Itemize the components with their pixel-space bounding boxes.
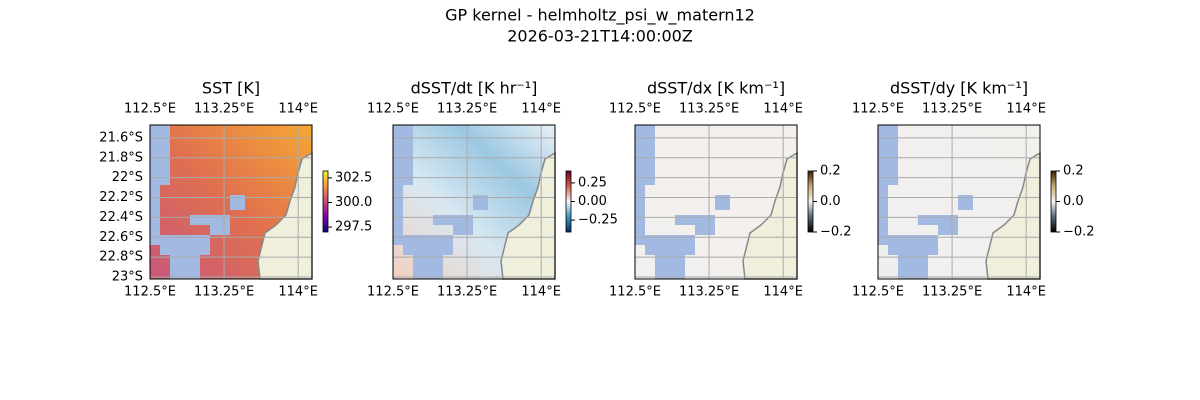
panel-title: dSST/dt [K hr⁻¹] [411,79,538,98]
missing-data [898,255,928,279]
missing-data [918,215,958,225]
missing-data [635,125,655,185]
x-tick-label: 113.25°E [437,102,497,117]
missing-data [635,185,645,245]
missing-data [958,195,973,210]
missing-data [413,255,443,279]
x-tick-label: 114°E [763,285,803,300]
y-tick-label: 22.2°S [99,190,143,205]
missing-data [675,215,715,225]
colorbar [807,170,814,233]
colorbar-tick-label: 0.00 [578,194,607,209]
x-tick-label: 112.5°E [852,102,904,117]
x-tick-label: 112.5°E [367,285,419,300]
colorbar-tick-label: 0.0 [820,194,841,209]
missing-data [655,255,685,279]
x-tick-label: 112.5°E [124,285,176,300]
missing-data [453,225,473,235]
missing-data [888,235,938,255]
x-tick-label: 114°E [1006,102,1046,117]
map-frame [877,124,1041,280]
figure-title: GP kernel - helmholtz_psi_w_matern12 [445,6,755,26]
missing-data [473,195,488,210]
x-tick-label: 112.5°E [852,285,904,300]
missing-data [150,185,160,245]
map-frame [634,124,798,280]
panel-title: dSST/dx [K km⁻¹] [647,79,785,98]
x-tick-label: 114°E [521,102,561,117]
missing-data [433,215,473,225]
x-tick-label: 113.25°E [194,285,254,300]
y-tick-label: 23°S [112,270,143,285]
missing-data [645,235,695,255]
missing-data [160,235,210,255]
x-tick-label: 114°E [278,285,318,300]
x-tick-label: 112.5°E [124,102,176,117]
x-tick-label: 112.5°E [609,102,661,117]
missing-data [230,195,245,210]
x-tick-label: 114°E [521,285,561,300]
y-tick-label: 22.8°S [99,250,143,265]
colorbar-tick-label: 0.2 [820,164,841,179]
colorbar-tick-label: 0.0 [1063,194,1084,209]
x-tick-label: 113.25°E [437,285,497,300]
colorbar-tick-label: −0.2 [1063,225,1095,240]
x-tick-label: 113.25°E [194,102,254,117]
missing-data [878,185,888,245]
y-tick-label: 22.4°S [99,210,143,225]
colorbar-tick-label: 0.2 [1063,164,1084,179]
panel-title: SST [K] [202,79,260,98]
missing-data [938,225,958,235]
x-tick-label: 112.5°E [609,285,661,300]
colorbar-tick-label: −0.25 [578,213,618,228]
missing-data [715,195,730,210]
colorbar [322,170,329,233]
y-tick-label: 22.6°S [99,230,143,245]
missing-data [695,225,715,235]
map-frame [149,124,313,280]
x-tick-label: 113.25°E [679,285,739,300]
x-tick-label: 114°E [763,102,803,117]
missing-data [878,125,898,185]
colorbar [1050,170,1057,233]
missing-data [393,185,403,245]
missing-data [393,125,413,185]
x-tick-label: 112.5°E [367,102,419,117]
x-tick-label: 113.25°E [679,102,739,117]
colorbar-tick-label: −0.2 [820,225,852,240]
colorbar-tick-label: 300.0 [335,195,372,210]
missing-data [170,255,200,279]
x-tick-label: 114°E [278,102,318,117]
missing-data [403,235,453,255]
missing-data [190,215,230,225]
y-tick-label: 21.8°S [99,150,143,165]
x-tick-label: 113.25°E [922,102,982,117]
y-tick-label: 21.6°S [99,130,143,145]
y-tick-label: 22°S [112,170,143,185]
missing-data [150,125,170,185]
x-tick-label: 114°E [1006,285,1046,300]
map-frame [392,124,556,280]
colorbar-tick-label: 302.5 [335,170,372,185]
x-tick-label: 113.25°E [922,285,982,300]
missing-data [210,225,230,235]
figure-subtitle: 2026-03-21T14:00:00Z [507,27,693,46]
colorbar-tick-label: 0.25 [578,175,607,190]
colorbar [565,170,572,233]
colorbar-tick-label: 297.5 [335,220,372,235]
panel-title: dSST/dy [K km⁻¹] [890,79,1028,98]
